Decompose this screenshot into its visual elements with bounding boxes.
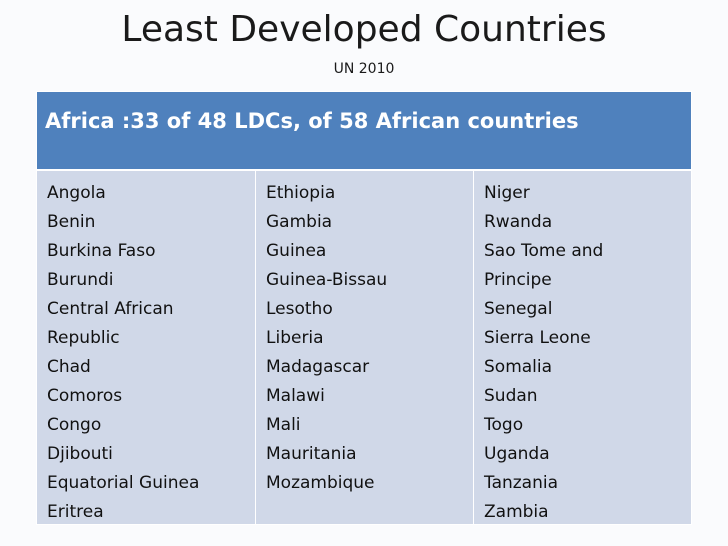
country-line: Togo xyxy=(484,415,524,435)
country-line: Angola xyxy=(47,183,106,203)
country-line: Lesotho xyxy=(266,299,333,319)
slide-title: Least Developed Countries xyxy=(121,9,607,50)
country-line: Benin xyxy=(47,212,96,232)
country-line: Mozambique xyxy=(266,473,375,493)
country-line: Sudan xyxy=(484,386,538,406)
country-line: Principe xyxy=(484,270,552,290)
country-line: Guinea xyxy=(266,241,327,261)
country-line: Senegal xyxy=(484,299,553,319)
country-line: Somalia xyxy=(484,357,553,377)
country-line: Rwanda xyxy=(484,212,553,232)
country-line: Malawi xyxy=(266,386,325,406)
country-line: Djibouti xyxy=(47,444,113,464)
table-header: Africa :33 of 48 LDCs, of 58 African cou… xyxy=(37,92,691,171)
country-line: Equatorial Guinea xyxy=(47,473,200,493)
country-line: Burkina Faso xyxy=(47,241,156,261)
country-line: Gambia xyxy=(266,212,333,232)
country-line: Republic xyxy=(47,328,120,348)
country-line: Burundi xyxy=(47,270,114,290)
country-line: Madagascar xyxy=(266,357,370,377)
table-column-2: Ethiopia Gambia Guinea Guinea-Bissau Les… xyxy=(256,171,474,524)
country-line: Eritrea xyxy=(47,502,104,522)
slide-subtitle: UN 2010 xyxy=(333,61,395,77)
country-line: Tanzania xyxy=(484,473,559,493)
country-line: Guinea-Bissau xyxy=(266,270,388,290)
country-line: Niger xyxy=(484,183,530,203)
country-line: Sao Tome and xyxy=(484,241,604,261)
country-line: Congo xyxy=(47,415,102,435)
country-line: Ethiopia xyxy=(266,183,336,203)
country-line: Sierra Leone xyxy=(484,328,591,348)
country-line: Mauritania xyxy=(266,444,357,464)
table-header-text: Africa :33 of 48 LDCs, of 58 African cou… xyxy=(45,109,579,133)
country-line: Chad xyxy=(47,357,91,377)
table-column-3: Niger Rwanda Sao Tome and Principe Seneg… xyxy=(474,171,691,524)
table-body: Angola Benin Burkina Faso Burundi Centra… xyxy=(37,171,691,524)
country-line: Uganda xyxy=(484,444,550,464)
country-line: Central African xyxy=(47,299,174,319)
country-line: Zambia xyxy=(484,502,549,522)
table-column-1: Angola Benin Burkina Faso Burundi Centra… xyxy=(37,171,256,524)
country-line: Comoros xyxy=(47,386,123,406)
ldc-table: Africa :33 of 48 LDCs, of 58 African cou… xyxy=(36,91,692,525)
country-line: Mali xyxy=(266,415,301,435)
country-line: Liberia xyxy=(266,328,324,348)
